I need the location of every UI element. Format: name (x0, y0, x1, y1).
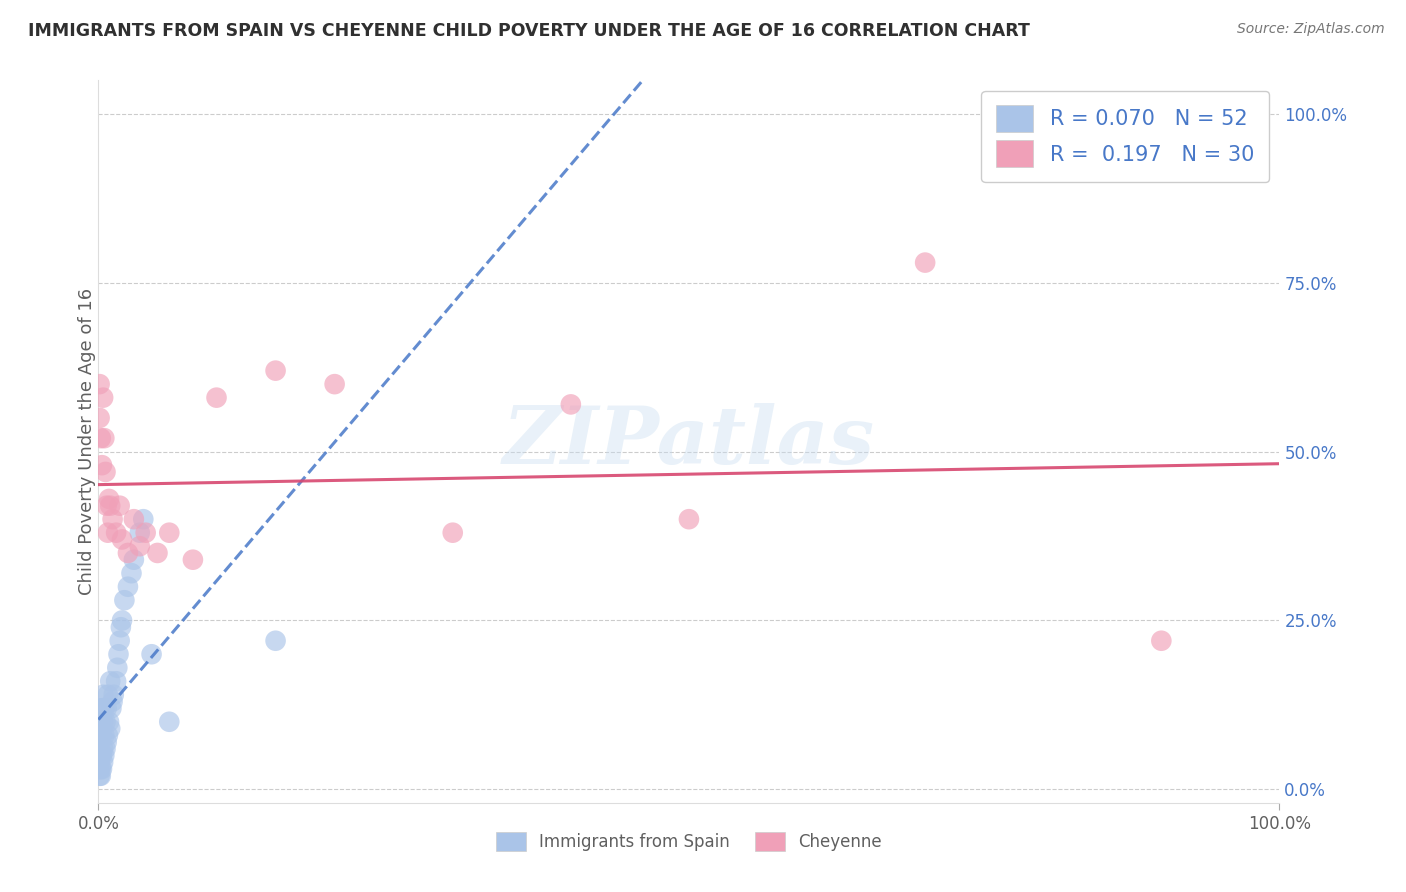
Point (91, 714, 114, 729)
Point (93, 748, 115, 763)
Point (91, 701, 114, 715)
Point (560, 397, 582, 411)
Point (205, 391, 228, 405)
Point (90, 714, 112, 729)
Point (98, 714, 121, 729)
Point (100, 701, 122, 715)
Point (441, 525, 464, 540)
Point (91, 458, 114, 472)
Point (90, 728, 112, 742)
Point (98, 722, 121, 736)
Point (112, 593, 135, 607)
Y-axis label: Child Poverty Under the Age of 16: Child Poverty Under the Age of 16 (79, 288, 96, 595)
Point (94, 465, 117, 479)
Point (97, 525, 120, 540)
Point (103, 688, 125, 702)
Point (122, 552, 145, 566)
Point (678, 512, 700, 526)
Point (89, 377, 111, 392)
Text: Source: ZipAtlas.com: Source: ZipAtlas.com (1237, 22, 1385, 37)
Point (157, 525, 180, 540)
Point (181, 552, 204, 566)
Point (101, 694, 124, 708)
Point (89, 762, 111, 776)
Point (1150, 633, 1173, 648)
Point (107, 647, 129, 661)
Point (98, 499, 121, 513)
Text: ZIPatlas: ZIPatlas (503, 403, 875, 480)
Point (135, 525, 157, 540)
Point (105, 661, 128, 675)
Point (111, 614, 134, 628)
Point (91, 762, 114, 776)
Point (108, 633, 131, 648)
Point (89, 714, 111, 729)
Point (132, 512, 155, 526)
Point (93, 728, 115, 742)
Point (89, 769, 111, 783)
Point (96, 499, 118, 513)
Point (89, 748, 111, 763)
Point (914, 255, 936, 269)
Point (93, 431, 115, 445)
Point (89, 741, 111, 756)
Point (117, 580, 139, 594)
Point (128, 525, 150, 540)
Point (90, 431, 112, 445)
Point (98, 491, 121, 506)
Point (146, 546, 169, 560)
Point (96, 701, 118, 715)
Point (122, 512, 145, 526)
Point (105, 674, 128, 689)
Point (93, 701, 115, 715)
Point (141, 647, 163, 661)
Point (91, 728, 114, 742)
Point (94, 741, 117, 756)
Point (323, 377, 346, 392)
Point (90, 748, 112, 763)
Point (117, 546, 139, 560)
Point (108, 499, 131, 513)
Point (91, 688, 114, 702)
Point (97, 688, 120, 702)
Point (91, 391, 114, 405)
Point (89, 728, 111, 742)
Point (90, 701, 112, 715)
Point (98, 674, 121, 689)
Point (105, 525, 128, 540)
Point (89, 756, 111, 770)
Point (90, 762, 112, 776)
Point (264, 364, 287, 378)
Point (91, 741, 114, 756)
Point (89, 735, 111, 749)
Text: IMMIGRANTS FROM SPAIN VS CHEYENNE CHILD POVERTY UNDER THE AGE OF 16 CORRELATION : IMMIGRANTS FROM SPAIN VS CHEYENNE CHILD … (28, 22, 1031, 40)
Point (111, 533, 134, 547)
Point (90, 769, 112, 783)
Point (110, 620, 132, 634)
Point (264, 633, 287, 648)
Point (128, 539, 150, 553)
Point (101, 512, 124, 526)
Point (91, 756, 114, 770)
Point (94, 714, 117, 729)
Point (89, 411, 111, 425)
Point (121, 566, 143, 581)
Point (97, 728, 120, 742)
Point (96, 735, 118, 749)
Point (91, 748, 114, 763)
Legend: Immigrants from Spain, Cheyenne: Immigrants from Spain, Cheyenne (488, 823, 890, 860)
Point (157, 714, 180, 729)
